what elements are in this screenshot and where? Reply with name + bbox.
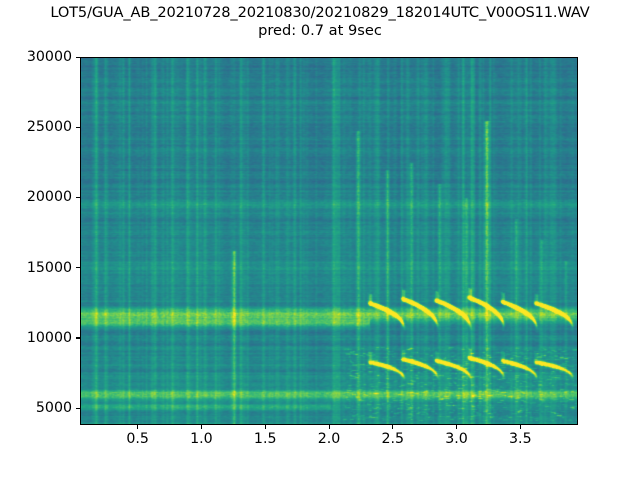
- x-tick-mark: [264, 425, 266, 429]
- y-tick-label: 20000: [26, 189, 72, 206]
- figure-title-block: LOT5/GUA_AB_20210728_20210830/20210829_1…: [0, 4, 640, 40]
- x-tick-label: 1.0: [190, 431, 213, 447]
- x-tick-label: 2.0: [317, 431, 341, 447]
- x-tick-label: 0.5: [126, 431, 149, 447]
- y-tick-mark: [76, 267, 80, 269]
- y-tick-label: 10000: [26, 329, 72, 346]
- x-tick-label: 3.5: [509, 431, 532, 447]
- x-tick-mark: [200, 425, 203, 429]
- x-tick-label: 3.0: [445, 431, 468, 447]
- y-tick-mark: [76, 196, 80, 199]
- y-tick-label: 25000: [26, 119, 72, 136]
- y-tick-label: 30000: [26, 49, 72, 65]
- x-tick-mark: [392, 425, 394, 429]
- x-tick-mark: [328, 425, 330, 429]
- y-tick-label: 15000: [26, 259, 72, 276]
- y-tick-mark: [76, 56, 80, 58]
- y-tick-mark: [76, 337, 80, 339]
- x-tick-label: 2.5: [381, 431, 405, 447]
- prediction-subtitle: pred: 0.7 at 9sec: [258, 22, 382, 39]
- x-tick-label: 1.5: [253, 431, 277, 447]
- x-tick-mark: [137, 425, 139, 429]
- page-title: LOT5/GUA_AB_20210728_20210830/20210829_1…: [50, 4, 590, 21]
- x-tick-mark: [519, 425, 521, 429]
- spectrogram-image: [81, 58, 577, 424]
- spectrogram-axes: [80, 57, 578, 425]
- y-tick-mark: [76, 407, 80, 409]
- y-tick-mark: [76, 126, 80, 128]
- y-tick-label: 5000: [35, 400, 72, 417]
- x-tick-mark: [456, 425, 458, 429]
